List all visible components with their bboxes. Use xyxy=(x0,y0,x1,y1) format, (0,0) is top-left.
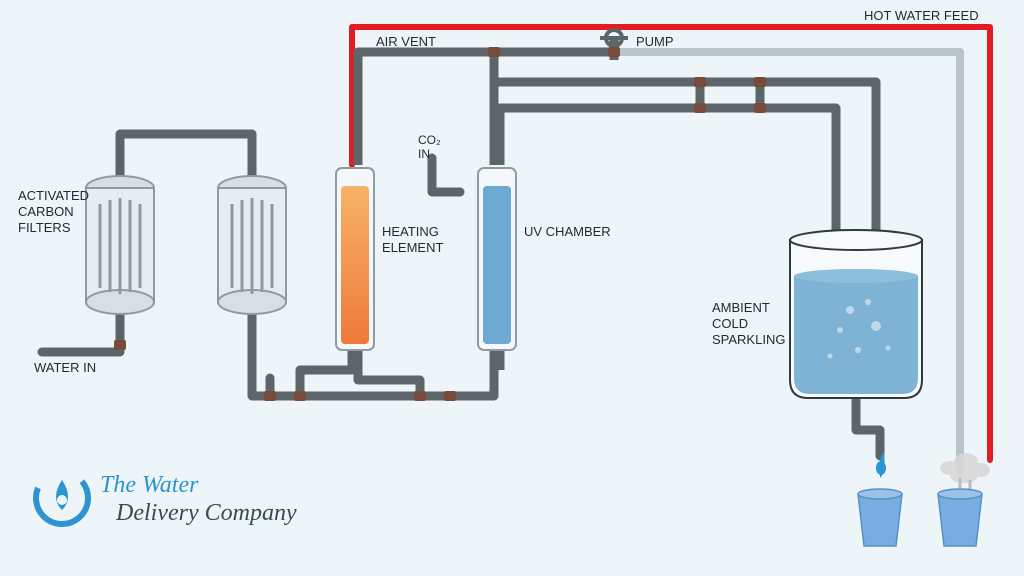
uv-chamber xyxy=(478,168,516,350)
water-in-pipe xyxy=(42,310,120,352)
label-tank-2: COLD xyxy=(712,316,748,331)
label-tank-3: SPARKLING xyxy=(712,332,785,347)
label-filters-3: FILTERS xyxy=(18,220,71,235)
filter-link-top xyxy=(120,134,252,180)
branch-heating-bottom xyxy=(300,350,352,396)
label-hot-feed: HOT WATER FEED xyxy=(864,8,979,23)
hot-cup xyxy=(938,453,990,546)
branch-heating-bottom-3 xyxy=(358,350,420,396)
label-uv: UV CHAMBER xyxy=(524,224,611,239)
label-filters-2: CARBON xyxy=(18,204,74,219)
manifold-row3 xyxy=(500,108,836,238)
cold-cup xyxy=(858,452,902,546)
storage-tank xyxy=(790,230,922,398)
label-filters-1: ACTIVATED xyxy=(18,188,89,203)
brand-line-1: The Water xyxy=(100,472,199,498)
label-heating-1: HEATING xyxy=(382,224,439,239)
tank-outlet-pipe xyxy=(856,398,880,456)
label-co2-1: CO₂ xyxy=(418,133,441,147)
brand-line-2: Delivery Company xyxy=(115,500,297,526)
label-heating-2: ELEMENT xyxy=(382,240,443,255)
carbon-filter-2 xyxy=(218,176,286,314)
co2-in-pipe xyxy=(432,158,460,192)
pipe-joints xyxy=(114,47,766,401)
brand-logo xyxy=(25,461,98,534)
carbon-filter-1 xyxy=(86,176,154,314)
label-water-in: WATER IN xyxy=(34,360,96,375)
heating-element-chamber xyxy=(336,168,374,350)
label-co2-2: IN xyxy=(418,147,430,161)
label-tank-1: AMBIENT xyxy=(712,300,770,315)
label-pump: PUMP xyxy=(636,34,674,49)
water-system-diagram: The Water Delivery Company WATER IN ACTI… xyxy=(0,0,1024,576)
label-air-vent: AIR VENT xyxy=(376,34,436,49)
